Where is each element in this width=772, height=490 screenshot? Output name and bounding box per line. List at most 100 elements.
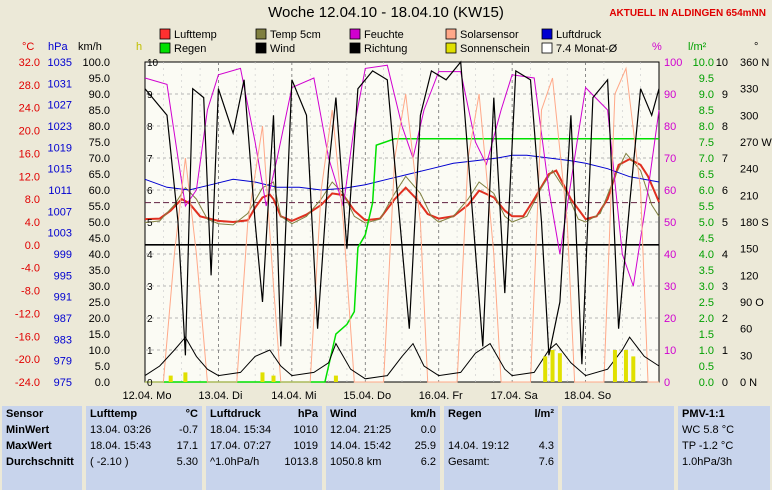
tick-label-wind_kmh: 10.0 xyxy=(89,345,110,357)
tick-label-humidity_pct: 60 xyxy=(664,185,676,197)
tick-label-rain_lm2: 0.5 xyxy=(699,361,714,373)
stats-header: Lufttemp xyxy=(90,408,138,420)
tick-label-rain_lm2: 4.0 xyxy=(699,249,714,261)
tick-label-sun_h: 6 xyxy=(147,186,153,197)
stat-row: Durchschnitt xyxy=(2,454,82,470)
sun-bar xyxy=(623,350,628,382)
tick-label-sun_h: 5 xyxy=(147,218,153,229)
legend-swatch xyxy=(159,28,171,40)
tick-label-humidity_pct: 80 xyxy=(664,121,676,133)
tick-label-rain_lm2: 8.5 xyxy=(699,105,714,117)
tick-label-pressure_hpa: 1011 xyxy=(48,185,72,197)
tick-label-humidity_pct: 0 xyxy=(664,377,670,389)
stat-row: Sensor xyxy=(2,406,82,422)
tick-label-sun_h: 3 xyxy=(147,282,153,293)
series-richtung xyxy=(144,60,660,365)
stats-value: 1013.8 xyxy=(284,456,318,468)
stats-time: ^1.0hPa/h xyxy=(210,456,260,468)
tick-label-sun_h: 4 xyxy=(147,250,153,261)
tick-label-direction: 90 O xyxy=(740,297,764,309)
tick-label-rain_lm2: 3.0 xyxy=(699,281,714,293)
unit-direction: ° xyxy=(754,41,758,53)
stats-value: 5.30 xyxy=(176,456,198,468)
tick-label-solar: 8 xyxy=(722,121,728,133)
stats-luftdruck: Luftdruck hPa 18.04. 15:34 1010 17.04. 07:27… xyxy=(206,406,322,490)
tick-label-humidity_pct: 70 xyxy=(664,153,676,165)
tick-label-pressure_hpa: 979 xyxy=(54,356,72,368)
stats-value: 25.9 xyxy=(414,440,436,452)
tick-label-temp_c: 20.0 xyxy=(19,126,40,138)
stat-row: 18.04. 15:43 17.1 xyxy=(86,438,202,454)
tick-label-pressure_hpa: 1035 xyxy=(48,57,72,69)
stats-row-label: Durchschnitt xyxy=(6,456,74,468)
tick-label-direction: 60 xyxy=(740,324,752,336)
tick-label-wind_kmh: 5.0 xyxy=(95,361,110,373)
stat-row: TP -1.2 °C xyxy=(678,438,770,454)
legend-swatch xyxy=(255,42,267,54)
stats-sensor: Sensor MinWert MaxWert Durchschnitt xyxy=(2,406,82,490)
sun-bar xyxy=(631,356,636,382)
tick-label-rain_lm2: 1.5 xyxy=(699,329,714,341)
tick-label-rain_lm2: 0.0 xyxy=(699,377,714,389)
unit-rain: l/m² xyxy=(688,41,707,53)
stat-row: 14.04. 15:42 25.9 xyxy=(326,438,440,454)
tick-label-solar: 10 xyxy=(716,57,728,69)
stats-value: 1019 xyxy=(293,440,318,452)
tick-label-direction: 180 S xyxy=(740,217,769,229)
tick-label-humidity_pct: 50 xyxy=(664,217,676,229)
legend-label: Feuchte xyxy=(364,29,404,41)
tick-label-sun_h: 7 xyxy=(147,154,153,165)
tick-label-wind_kmh: 75.0 xyxy=(89,137,110,149)
stat-row: MinWert xyxy=(2,422,82,438)
tick-label-sun_h: 1 xyxy=(147,346,153,357)
legend-swatch xyxy=(445,42,457,54)
legend-label: Sonnenschein xyxy=(460,43,530,55)
stats-time: 14.04. 15:42 xyxy=(330,440,392,452)
tick-label-direction: 0 N xyxy=(740,377,757,389)
tick-label-wind_kmh: 15.0 xyxy=(89,329,110,341)
tick-label-pressure_hpa: 991 xyxy=(54,292,72,304)
tick-label-temp_c: 24.0 xyxy=(19,103,40,115)
tick-label-direction: 30 xyxy=(740,350,752,362)
stats-time: 14.04. 19:12 xyxy=(448,440,510,452)
stats-unit: km/h xyxy=(410,408,436,420)
stats-header: Regen xyxy=(448,408,482,420)
chart-title: Woche 12.04.10 - 18.04.10 (KW15) xyxy=(268,4,504,21)
tick-label-wind_kmh: 85.0 xyxy=(89,105,110,117)
tick-label-humidity_pct: 10 xyxy=(664,345,676,357)
tick-label-temp_c: 16.0 xyxy=(19,148,40,160)
legend-label: Regen xyxy=(174,43,206,55)
stat-row: 1050.8 km 6.2 xyxy=(326,454,440,470)
x-tick-label: 16.04. Fr xyxy=(419,390,463,402)
series-regen xyxy=(145,138,659,383)
stats-header: Luftdruck xyxy=(210,408,261,420)
stat-row: 17.04. 07:27 1019 xyxy=(206,438,322,454)
tick-label-solar: 2 xyxy=(722,313,728,325)
x-tick-label: 18.04. So xyxy=(564,390,611,402)
tick-label-pressure_hpa: 1019 xyxy=(48,142,72,154)
stats-value: 7.6 xyxy=(538,456,554,468)
tick-label-direction: 270 W xyxy=(740,137,772,149)
stats-value: 4.3 xyxy=(538,440,554,452)
tick-label-temp_c: 4.0 xyxy=(25,217,40,229)
stats-pmv-value: 1.0hPa/3h xyxy=(682,456,733,468)
tick-label-humidity_pct: 40 xyxy=(664,249,676,261)
tick-label-temp_c: -16.0 xyxy=(15,331,40,343)
tick-label-solar: 0 xyxy=(722,377,728,389)
tick-label-direction: 360 N xyxy=(740,57,769,69)
tick-label-solar: 6 xyxy=(722,185,728,197)
sun-bar xyxy=(557,353,562,382)
unit-wind: km/h xyxy=(78,41,102,53)
tick-label-wind_kmh: 100.0 xyxy=(82,57,110,69)
tick-label-rain_lm2: 9.5 xyxy=(699,73,714,85)
tick-label-pressure_hpa: 1015 xyxy=(48,164,72,176)
tick-label-pressure_hpa: 1023 xyxy=(48,121,72,133)
stats-time: Gesamt: xyxy=(448,456,490,468)
tick-label-solar: 5 xyxy=(722,217,728,229)
tick-label-rain_lm2: 5.5 xyxy=(699,201,714,213)
unit-pressure: hPa xyxy=(48,41,68,53)
stats-pmv-value: TP -1.2 °C xyxy=(682,440,734,452)
tick-label-pressure_hpa: 975 xyxy=(54,377,72,389)
tick-label-wind_kmh: 65.0 xyxy=(89,169,110,181)
tick-label-wind_kmh: 95.0 xyxy=(89,73,110,85)
